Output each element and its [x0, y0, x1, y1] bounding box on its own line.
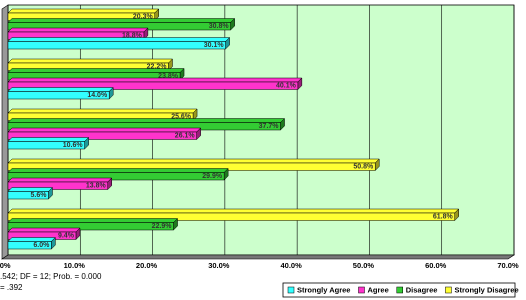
data-label: 29.9% — [202, 173, 223, 180]
data-label: 30.1% — [204, 42, 225, 49]
data-label: 23.8% — [158, 73, 179, 80]
plot-floor — [1, 254, 515, 260]
bar — [7, 181, 109, 190]
legend: Strongly Agree Agree Disagree Strongly Disa… — [282, 282, 519, 298]
bar — [7, 172, 225, 181]
data-label: 26.1% — [175, 133, 196, 140]
footnote: = .392 — [0, 283, 23, 292]
legend-swatch — [287, 286, 295, 294]
bar-depth — [7, 118, 286, 123]
x-tick-label: 60.0% — [425, 261, 447, 270]
data-label: 25.6% — [171, 114, 192, 121]
x-tick-label: 10.0% — [64, 261, 86, 270]
x-tick-label: 20.0% — [136, 261, 158, 270]
bar-depth — [7, 18, 236, 23]
bar-depth — [7, 177, 113, 183]
legend-label: Disagree — [406, 285, 438, 294]
bar-depth — [7, 168, 229, 173]
bar-depth — [7, 77, 303, 83]
legend-swatch — [358, 286, 365, 294]
footnote: .542; DF = 12; Prob. = 0.000 — [0, 272, 102, 281]
bar-depth — [7, 58, 174, 64]
bar — [7, 212, 455, 221]
bar-depth — [7, 208, 460, 214]
bar-depth — [7, 108, 198, 114]
legend-label: Strongly Agree — [297, 285, 350, 294]
bar-depth — [7, 137, 90, 142]
bar-depth — [7, 127, 202, 133]
bar-depth — [7, 187, 54, 192]
data-label: 40.1% — [276, 83, 297, 90]
x-tick-label: 70.0% — [497, 261, 519, 270]
data-label: 22.9% — [152, 223, 173, 230]
data-label: 9.4% — [58, 233, 75, 240]
data-label: 30.8% — [209, 23, 230, 30]
legend-swatch — [445, 286, 452, 294]
data-label: 6.0% — [33, 242, 50, 249]
data-label: 20.3% — [133, 14, 154, 21]
bar — [7, 41, 226, 50]
x-tick-label: 40.0% — [281, 261, 303, 270]
data-label: 5.6% — [31, 192, 48, 199]
x-tick-label: 50.0% — [353, 261, 375, 270]
bar-depth — [7, 158, 380, 164]
bar-depth — [7, 87, 114, 92]
legend-label: Agree — [367, 285, 388, 294]
data-label: 50.8% — [353, 164, 374, 171]
data-label: 22.2% — [147, 64, 168, 71]
bar-depth — [7, 227, 81, 233]
bar — [7, 141, 85, 150]
bar — [7, 131, 197, 140]
bar-depth — [7, 68, 185, 73]
data-label: 61.8% — [433, 214, 454, 221]
x-tick-label: 30.0% — [208, 261, 230, 270]
bar-depth — [7, 27, 149, 33]
bar — [7, 91, 110, 100]
bar — [7, 81, 299, 90]
data-label: 18.8% — [122, 33, 143, 40]
bar-depth — [7, 237, 56, 242]
legend-label: Strongly Disagree — [454, 285, 518, 294]
data-label: 14.0% — [87, 92, 108, 99]
bar-depth — [7, 8, 160, 14]
bar — [7, 241, 52, 250]
data-label: 37.7% — [259, 123, 280, 130]
data-label: 13.8% — [86, 183, 107, 190]
x-tick-label: 0.0% — [0, 261, 11, 270]
data-label: 10.6% — [63, 142, 84, 149]
bar — [7, 191, 49, 200]
bar-depth — [7, 37, 231, 42]
legend-swatch — [396, 286, 403, 294]
bar — [7, 222, 174, 231]
bar-depth — [7, 218, 179, 223]
plot-floor — [1, 4, 9, 260]
